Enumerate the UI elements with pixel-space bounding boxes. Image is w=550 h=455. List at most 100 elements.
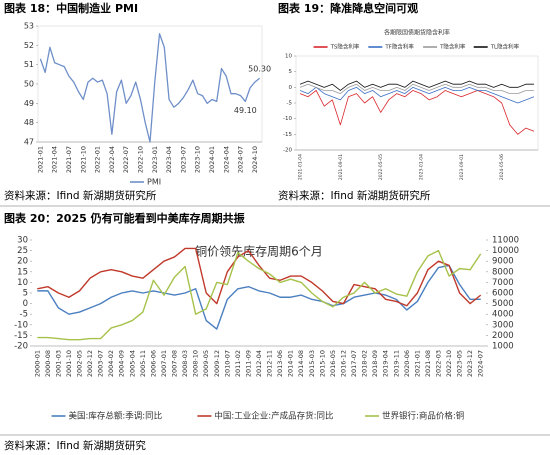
x-tick-label: 2023-01-04 (419, 154, 425, 180)
x-tick-label: 2006-06 (149, 350, 157, 377)
x-tick-label: 2023-10 (194, 146, 202, 173)
x-tick-label: 2005-04 (128, 350, 136, 377)
source: 资料来源：Ifind 新湖期货研究所 (278, 189, 431, 202)
y2-tick-label: 4000 (492, 310, 514, 320)
y2-tick-label: 7000 (492, 278, 514, 288)
legend-label: T隐含利率 (439, 43, 466, 51)
x-tick-label: 2023-05 (456, 350, 464, 377)
x-tick-label: 2008-10 (192, 350, 200, 377)
y-tick-label: 5 (289, 69, 293, 75)
x-tick-label: 2009-05 (202, 350, 210, 377)
series-line (39, 33, 261, 143)
y2-tick-label: 3000 (492, 320, 514, 330)
y-tick-label: 52 (24, 41, 34, 50)
y-tick-label: 49 (24, 99, 34, 108)
source: 资料来源：Ifind 新湖期货研究 (4, 439, 146, 452)
x-tick-label: 2024-04 (222, 146, 230, 173)
x-tick-label: 2018-09 (371, 350, 379, 377)
x-tick-label: 2024-10 (251, 146, 259, 173)
y2-tick-label: 8000 (492, 267, 514, 277)
x-tick-label: 2007-08 (171, 350, 179, 377)
x-tick-label: 2023-07 (179, 146, 187, 173)
x-tick-label: 2014-08 (297, 350, 305, 377)
x-tick-label: 2015-10 (318, 350, 326, 377)
y-tick-label: 47 (24, 138, 34, 147)
x-tick-label: 2017-07 (350, 350, 358, 377)
x-tick-label: 2000-01 (33, 350, 41, 377)
x-tick-label: 2022-05-05 (378, 154, 384, 180)
caption: 图表 19：降准降息空间可观 (278, 1, 418, 15)
x-tick-label: 2022-04 (108, 146, 116, 173)
x-tick-label: 2002-12 (86, 350, 94, 377)
series-line (299, 90, 535, 135)
x-tick-label: 2005-11 (139, 350, 147, 377)
y-tick-label: 25 (17, 246, 28, 256)
y-tick-label: 0 (23, 299, 28, 309)
x-tick-label: 2021-08 (424, 350, 432, 377)
series-line (37, 247, 482, 307)
y-tick-label: 20 (17, 257, 28, 267)
x-tick-label: 2016-12 (339, 350, 347, 377)
y2-tick-label: 10000 (492, 246, 519, 256)
series-line (37, 264, 481, 330)
x-tick-label: 2023-09-01 (459, 154, 465, 180)
y-tick-label: 51 (24, 60, 34, 69)
x-tick-label: 2022-10 (136, 146, 144, 173)
series-line (299, 86, 535, 104)
series-line (299, 80, 534, 91)
y-tick-label: 5 (23, 289, 28, 299)
source: 资料来源：Ifind 新湖期货研究所 (4, 189, 157, 202)
x-tick-label: 2019-04 (382, 350, 390, 377)
x-tick-label: 2002-05 (76, 350, 84, 377)
x-tick-label: 2022-01 (94, 146, 102, 173)
y2-tick-label: 9000 (492, 257, 514, 267)
x-tick-label: 2021-01 (413, 350, 421, 377)
y-tick-label: -10 (283, 116, 292, 122)
x-tick-label: 2022-10 (445, 350, 453, 377)
x-tick-label: 2021-01 (36, 146, 44, 173)
legend-label: TF隐含利率 (384, 43, 414, 51)
x-tick-label: 2004-02 (107, 350, 115, 377)
legend-label: PMI (147, 178, 161, 187)
x-tick-label: 2007-01 (160, 350, 168, 377)
x-tick-label: 2018-02 (361, 350, 369, 377)
chart-title: 铜价领先库存周期6个月 (195, 244, 323, 259)
y-tick-label: 10 (17, 278, 28, 288)
series-line (37, 249, 482, 341)
y2-tick-label: 2000 (492, 331, 514, 341)
y-tick-label: 30 (17, 236, 28, 246)
y-tick-label: -10 (14, 320, 28, 330)
x-tick-label: 2011-02 (234, 350, 242, 377)
y-tick-label: -5 (287, 101, 293, 107)
x-tick-label: 2024-01 (208, 146, 216, 173)
legend-label: 世界银行:商品价格:铜 (382, 411, 464, 422)
x-tick-label: 2023-12 (466, 350, 474, 377)
caption: 图表 20：2025 仍有可能看到中美库存周期共振 (4, 211, 245, 225)
x-tick-label: 2015-03 (308, 350, 316, 377)
value-label: 50.30 (248, 65, 271, 74)
x-tick-label: 2012-04 (255, 350, 263, 377)
x-tick-label: 2008-03 (181, 350, 189, 377)
x-tick-label: 2016-05 (329, 350, 337, 377)
chart-title: 各期限国债期货隐含利率 (384, 29, 450, 37)
x-tick-label: 2021-10 (79, 146, 87, 173)
legend-label: 美国:库存总额:季调:同比 (69, 411, 163, 422)
x-tick-label: 2010-07 (223, 350, 231, 377)
x-tick-label: 2024-07 (477, 350, 485, 377)
x-tick-label: 2019-11 (392, 350, 400, 377)
y-tick-label: 48 (24, 118, 34, 127)
x-tick-label: 2011-09 (244, 350, 252, 377)
value-label: 49.10 (234, 106, 257, 115)
x-tick-label: 2000-08 (44, 350, 52, 377)
x-tick-label: 2022-07 (122, 146, 130, 173)
legend-label: TL隐含利率 (490, 43, 520, 51)
y2-tick-label: 5000 (492, 299, 514, 309)
x-tick-label: 2014-01 (287, 350, 295, 377)
x-tick-label: 2021-09-01 (338, 154, 344, 180)
series-line (299, 83, 534, 94)
x-tick-label: 2013-06 (276, 350, 284, 377)
x-tick-label: 2024-07 (237, 146, 245, 173)
legend-label: TS隐含利率 (330, 43, 360, 51)
caption: 图表 18：中国制造业 PMI (4, 1, 138, 15)
